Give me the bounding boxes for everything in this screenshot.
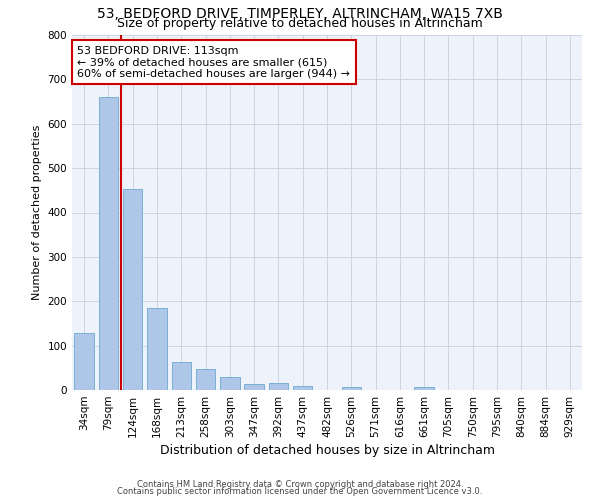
- Text: Contains HM Land Registry data © Crown copyright and database right 2024.: Contains HM Land Registry data © Crown c…: [137, 480, 463, 489]
- Bar: [99, 97, 118, 390]
- Text: Contains public sector information licensed under the Open Government Licence v3: Contains public sector information licen…: [118, 487, 482, 496]
- Text: 53, BEDFORD DRIVE, TIMPERLEY, ALTRINCHAM, WA15 7XB: 53, BEDFORD DRIVE, TIMPERLEY, ALTRINCHAM…: [97, 8, 503, 22]
- Bar: [123, 189, 142, 390]
- Bar: [341, 388, 361, 390]
- X-axis label: Distribution of detached houses by size in Altrincham: Distribution of detached houses by size …: [160, 444, 494, 457]
- Bar: [147, 308, 167, 390]
- Bar: [172, 362, 191, 390]
- Bar: [293, 386, 313, 390]
- Bar: [220, 377, 239, 390]
- Y-axis label: Number of detached properties: Number of detached properties: [32, 125, 42, 300]
- Bar: [415, 387, 434, 390]
- Bar: [196, 369, 215, 390]
- Text: 53 BEDFORD DRIVE: 113sqm
← 39% of detached houses are smaller (615)
60% of semi-: 53 BEDFORD DRIVE: 113sqm ← 39% of detach…: [77, 46, 350, 79]
- Bar: [244, 384, 264, 390]
- Bar: [269, 384, 288, 390]
- Text: Size of property relative to detached houses in Altrincham: Size of property relative to detached ho…: [117, 16, 483, 30]
- Bar: [74, 333, 94, 390]
